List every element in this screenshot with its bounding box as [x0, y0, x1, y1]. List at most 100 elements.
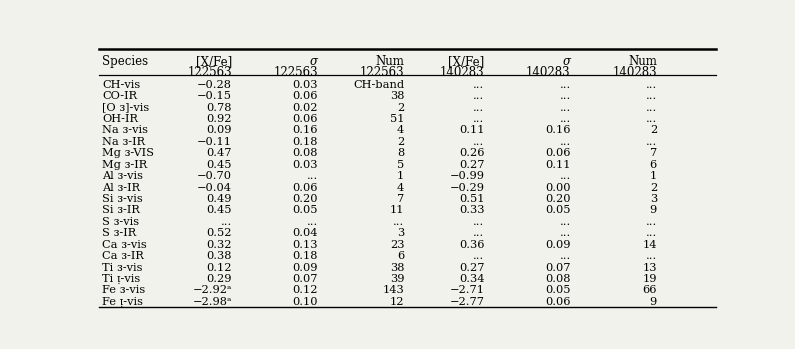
Text: 0.32: 0.32: [207, 240, 232, 250]
Text: 0.05: 0.05: [293, 206, 318, 215]
Text: 11: 11: [390, 206, 405, 215]
Text: −2.92ᵃ: −2.92ᵃ: [192, 285, 232, 295]
Text: Num: Num: [375, 55, 405, 68]
Text: ...: ...: [473, 137, 484, 147]
Text: 9: 9: [650, 297, 657, 307]
Text: 0.20: 0.20: [293, 194, 318, 204]
Text: −0.29: −0.29: [449, 183, 484, 193]
Text: 51: 51: [390, 114, 405, 124]
Text: CO-IR: CO-IR: [103, 91, 138, 101]
Text: Ca ᴈ-vis: Ca ᴈ-vis: [103, 240, 147, 250]
Text: 1: 1: [398, 171, 405, 181]
Text: 140283: 140283: [440, 66, 484, 79]
Text: σ: σ: [310, 55, 318, 68]
Text: ...: ...: [560, 171, 571, 181]
Text: ...: ...: [560, 103, 571, 113]
Text: 0.33: 0.33: [459, 206, 484, 215]
Text: 0.16: 0.16: [293, 125, 318, 135]
Text: 0.04: 0.04: [293, 228, 318, 238]
Text: ...: ...: [646, 251, 657, 261]
Text: 0.16: 0.16: [545, 125, 571, 135]
Text: −0.11: −0.11: [197, 137, 232, 147]
Text: 0.11: 0.11: [545, 160, 571, 170]
Text: ...: ...: [473, 251, 484, 261]
Text: ...: ...: [393, 217, 405, 227]
Text: Num: Num: [628, 55, 657, 68]
Text: −0.99: −0.99: [449, 171, 484, 181]
Text: 0.12: 0.12: [207, 262, 232, 273]
Text: 14: 14: [642, 240, 657, 250]
Text: 0.09: 0.09: [545, 240, 571, 250]
Text: 0.06: 0.06: [545, 148, 571, 158]
Text: 6: 6: [398, 251, 405, 261]
Text: ...: ...: [646, 80, 657, 90]
Text: Al ᴈ-vis: Al ᴈ-vis: [103, 171, 143, 181]
Text: 8: 8: [398, 148, 405, 158]
Text: 0.38: 0.38: [207, 251, 232, 261]
Text: ...: ...: [307, 171, 318, 181]
Text: ...: ...: [473, 114, 484, 124]
Text: 0.29: 0.29: [207, 274, 232, 284]
Text: 0.36: 0.36: [459, 240, 484, 250]
Text: −0.70: −0.70: [197, 171, 232, 181]
Text: 4: 4: [398, 183, 405, 193]
Text: 0.09: 0.09: [293, 262, 318, 273]
Text: ...: ...: [473, 103, 484, 113]
Text: Al ᴈ-IR: Al ᴈ-IR: [103, 183, 141, 193]
Text: 0.07: 0.07: [545, 262, 571, 273]
Text: 66: 66: [642, 285, 657, 295]
Text: Species: Species: [103, 55, 149, 68]
Text: 38: 38: [390, 262, 405, 273]
Text: CH-band: CH-band: [353, 80, 405, 90]
Text: Mg ᴈ-IR: Mg ᴈ-IR: [103, 160, 148, 170]
Text: 0.27: 0.27: [459, 262, 484, 273]
Text: OH-IR: OH-IR: [103, 114, 138, 124]
Text: 0.45: 0.45: [207, 206, 232, 215]
Text: CH-vis: CH-vis: [103, 80, 141, 90]
Text: −0.04: −0.04: [197, 183, 232, 193]
Text: −2.98ᵃ: −2.98ᵃ: [192, 297, 232, 307]
Text: ...: ...: [646, 137, 657, 147]
Text: 0.92: 0.92: [207, 114, 232, 124]
Text: 0.10: 0.10: [293, 297, 318, 307]
Text: 9: 9: [650, 206, 657, 215]
Text: [X/Fe]: [X/Fe]: [196, 55, 232, 68]
Text: 140283: 140283: [526, 66, 571, 79]
Text: [X/Fe]: [X/Fe]: [448, 55, 484, 68]
Text: 0.47: 0.47: [207, 148, 232, 158]
Text: 4: 4: [398, 125, 405, 135]
Text: 0.03: 0.03: [293, 160, 318, 170]
Text: 2: 2: [650, 183, 657, 193]
Text: 0.34: 0.34: [459, 274, 484, 284]
Text: 0.13: 0.13: [293, 240, 318, 250]
Text: 7: 7: [398, 194, 405, 204]
Text: 122563: 122563: [187, 66, 232, 79]
Text: 0.09: 0.09: [207, 125, 232, 135]
Text: ...: ...: [473, 228, 484, 238]
Text: 7: 7: [650, 148, 657, 158]
Text: 0.03: 0.03: [293, 80, 318, 90]
Text: σ: σ: [563, 55, 571, 68]
Text: 0.06: 0.06: [545, 297, 571, 307]
Text: Ca ᴈ-IR: Ca ᴈ-IR: [103, 251, 145, 261]
Text: −2.77: −2.77: [449, 297, 484, 307]
Text: 0.52: 0.52: [207, 228, 232, 238]
Text: 0.06: 0.06: [293, 183, 318, 193]
Text: ...: ...: [646, 114, 657, 124]
Text: Si ᴈ-IR: Si ᴈ-IR: [103, 206, 141, 215]
Text: 39: 39: [390, 274, 405, 284]
Text: ...: ...: [646, 217, 657, 227]
Text: 0.05: 0.05: [545, 206, 571, 215]
Text: 5: 5: [398, 160, 405, 170]
Text: 12: 12: [390, 297, 405, 307]
Text: Ti ᴈ-vis: Ti ᴈ-vis: [103, 262, 143, 273]
Text: 1: 1: [650, 171, 657, 181]
Text: 122563: 122563: [273, 66, 318, 79]
Text: 0.49: 0.49: [207, 194, 232, 204]
Text: [O ᴈ]-vis: [O ᴈ]-vis: [103, 103, 149, 113]
Text: Mg ᴈ-VIS: Mg ᴈ-VIS: [103, 148, 154, 158]
Text: 38: 38: [390, 91, 405, 101]
Text: S ᴈ-vis: S ᴈ-vis: [103, 217, 140, 227]
Text: ...: ...: [473, 91, 484, 101]
Text: Fe ᴉ-vis: Fe ᴉ-vis: [103, 297, 143, 307]
